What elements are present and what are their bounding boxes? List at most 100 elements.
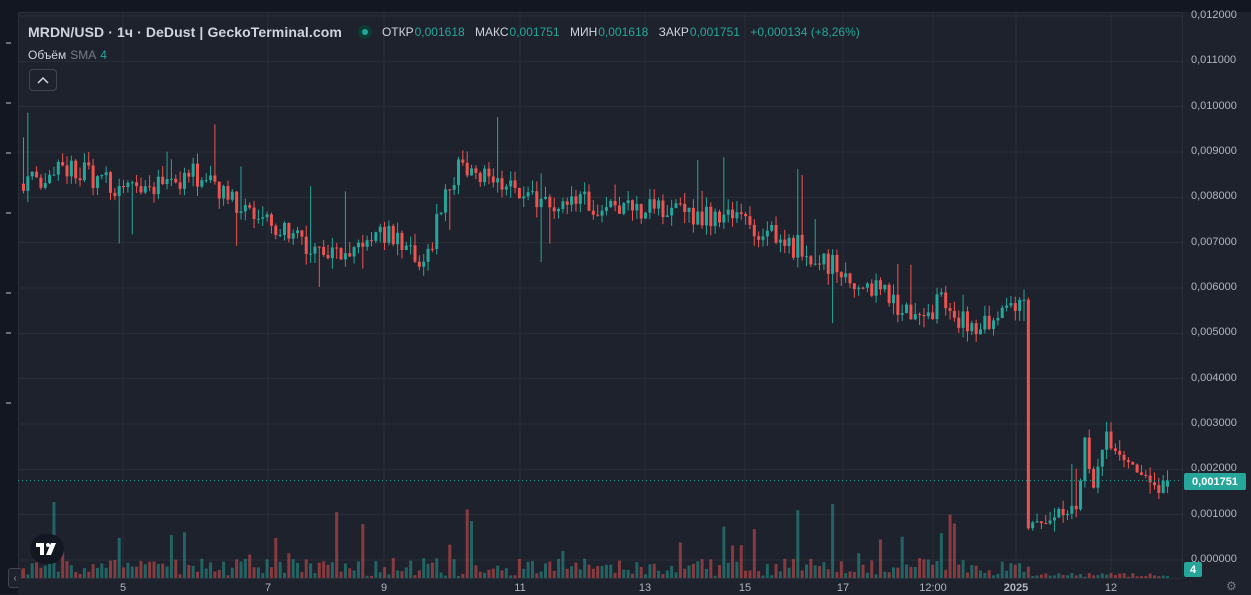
toolbar-tick[interactable] (6, 212, 11, 214)
candle-body (957, 317, 961, 328)
volume-bar (613, 572, 617, 578)
volume-bar (578, 569, 582, 578)
time-label: 13 (638, 582, 652, 594)
candle-body (1105, 431, 1109, 450)
candle-body (474, 168, 478, 173)
volume-bar (944, 569, 948, 578)
candle-body (970, 323, 974, 332)
candle-body (78, 178, 82, 181)
candle-body (461, 159, 465, 163)
volume-bar (500, 570, 504, 578)
chart-plot-area[interactable] (18, 12, 1182, 578)
volume-bar (143, 564, 147, 578)
volume-bar (678, 542, 682, 578)
volume-bar (570, 566, 574, 578)
candle-body (739, 212, 743, 214)
symbol-legend[interactable]: MRDN/USD · 1ч · DeDust | GeckoTerminal.c… (28, 22, 867, 42)
volume-bar (765, 563, 769, 578)
volume-bar (757, 571, 761, 578)
volume-bar (1061, 574, 1065, 578)
candle-body (291, 233, 295, 239)
volume-bar (239, 561, 243, 578)
volume-legend[interactable]: Объём SMA 4 (28, 48, 107, 62)
candle-body (226, 186, 230, 200)
candle-body (1005, 305, 1009, 308)
time-label: 15 (738, 582, 752, 594)
time-axis[interactable]: 5 7 9 11 13 15 17 12:00 2025 12 (18, 578, 1182, 595)
volume-bar (217, 570, 221, 578)
volume-bar (635, 562, 639, 578)
candle-body (839, 272, 843, 278)
volume-bar (1018, 563, 1022, 578)
volume-bar (113, 559, 117, 578)
candle-body (74, 160, 78, 179)
toolbar-tick[interactable] (6, 332, 11, 334)
volume-bar (56, 571, 60, 578)
volume-bar (517, 558, 521, 578)
volume-bar (230, 567, 234, 578)
volume-bar (752, 529, 756, 578)
high-value: 0,001751 (509, 25, 560, 39)
candle-body (252, 207, 256, 220)
toolbar-tick[interactable] (6, 102, 11, 104)
candlestick-chart[interactable] (18, 12, 1182, 578)
collapse-legend-button[interactable] (29, 69, 57, 91)
candle-body (1166, 480, 1170, 487)
candle-body (365, 240, 369, 247)
volume-indicator: SMA (70, 48, 97, 62)
price-label: 0,008000 (1191, 190, 1237, 203)
volume-bar (309, 563, 313, 578)
candle-body (43, 183, 47, 188)
market-status-icon (357, 25, 372, 39)
gear-icon[interactable]: ⚙ (1226, 579, 1237, 593)
toolbar-tick[interactable] (6, 292, 11, 294)
volume-bar (465, 509, 469, 578)
candle-body (478, 172, 482, 183)
candle-body (383, 226, 387, 243)
candle-body (800, 234, 804, 257)
candle-body (1144, 474, 1148, 476)
candle-body (522, 196, 526, 199)
volume-bar (1079, 574, 1083, 578)
candle-body (992, 320, 996, 329)
candle-body (865, 283, 869, 288)
volume-bar (974, 565, 978, 578)
volume-bar (961, 560, 965, 578)
volume-bar (848, 571, 852, 578)
volume-badge: 4 (1184, 562, 1202, 577)
volume-bar (300, 572, 304, 578)
volume-bar (326, 564, 330, 578)
candle-body (1022, 299, 1026, 301)
candle-body (918, 314, 922, 316)
volume-bar (522, 568, 526, 578)
candle-body (509, 180, 513, 187)
candle-body (1061, 508, 1065, 516)
volume-bar (996, 573, 1000, 578)
change-value: +0,000134 (+8,26%) (750, 25, 860, 39)
volume-bar (739, 545, 743, 578)
tradingview-logo[interactable] (30, 534, 64, 564)
toolbar-tick[interactable] (6, 42, 11, 44)
volume-bar (30, 563, 34, 578)
low-value: 0,001618 (598, 25, 649, 39)
symbol-title[interactable]: MRDN/USD · 1ч · DeDust | GeckoTerminal.c… (28, 24, 342, 40)
candle-body (430, 248, 434, 250)
toolbar-tick[interactable] (6, 402, 11, 404)
volume-bar (348, 568, 352, 578)
candle-body (974, 323, 978, 335)
candle-body (922, 314, 926, 317)
volume-bar (539, 571, 543, 578)
candle-body (644, 212, 648, 219)
toolbar-tick[interactable] (6, 152, 11, 154)
volume-bar (209, 562, 213, 578)
candle-body (909, 304, 913, 320)
candle-body (574, 196, 578, 204)
volume-bar (526, 561, 530, 578)
volume-bar (674, 572, 678, 578)
volume-bar (1153, 575, 1156, 578)
candle-body (317, 246, 321, 248)
candle-body (296, 230, 300, 234)
candle-body (426, 248, 430, 262)
price-axis[interactable]: 0,012000 0,011000 0,010000 0,009000 0,008000… (1182, 9, 1251, 578)
candle-body (343, 253, 347, 260)
